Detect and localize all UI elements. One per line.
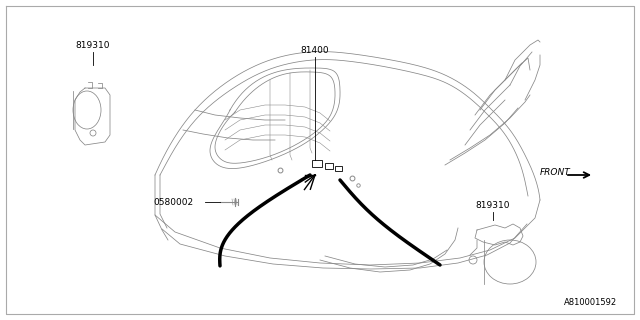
Text: 0580002: 0580002 [153, 197, 193, 206]
Text: A810001592: A810001592 [563, 298, 616, 307]
Ellipse shape [484, 240, 536, 284]
Bar [312, 160, 322, 167]
Ellipse shape [73, 91, 101, 129]
Ellipse shape [469, 256, 477, 264]
Text: FRONT: FRONT [540, 167, 571, 177]
Bar [335, 166, 342, 171]
Ellipse shape [90, 130, 96, 136]
Text: 81400: 81400 [301, 46, 330, 55]
Bar [325, 163, 333, 169]
Text: 819310: 819310 [76, 41, 110, 50]
Text: 819310: 819310 [476, 201, 510, 210]
